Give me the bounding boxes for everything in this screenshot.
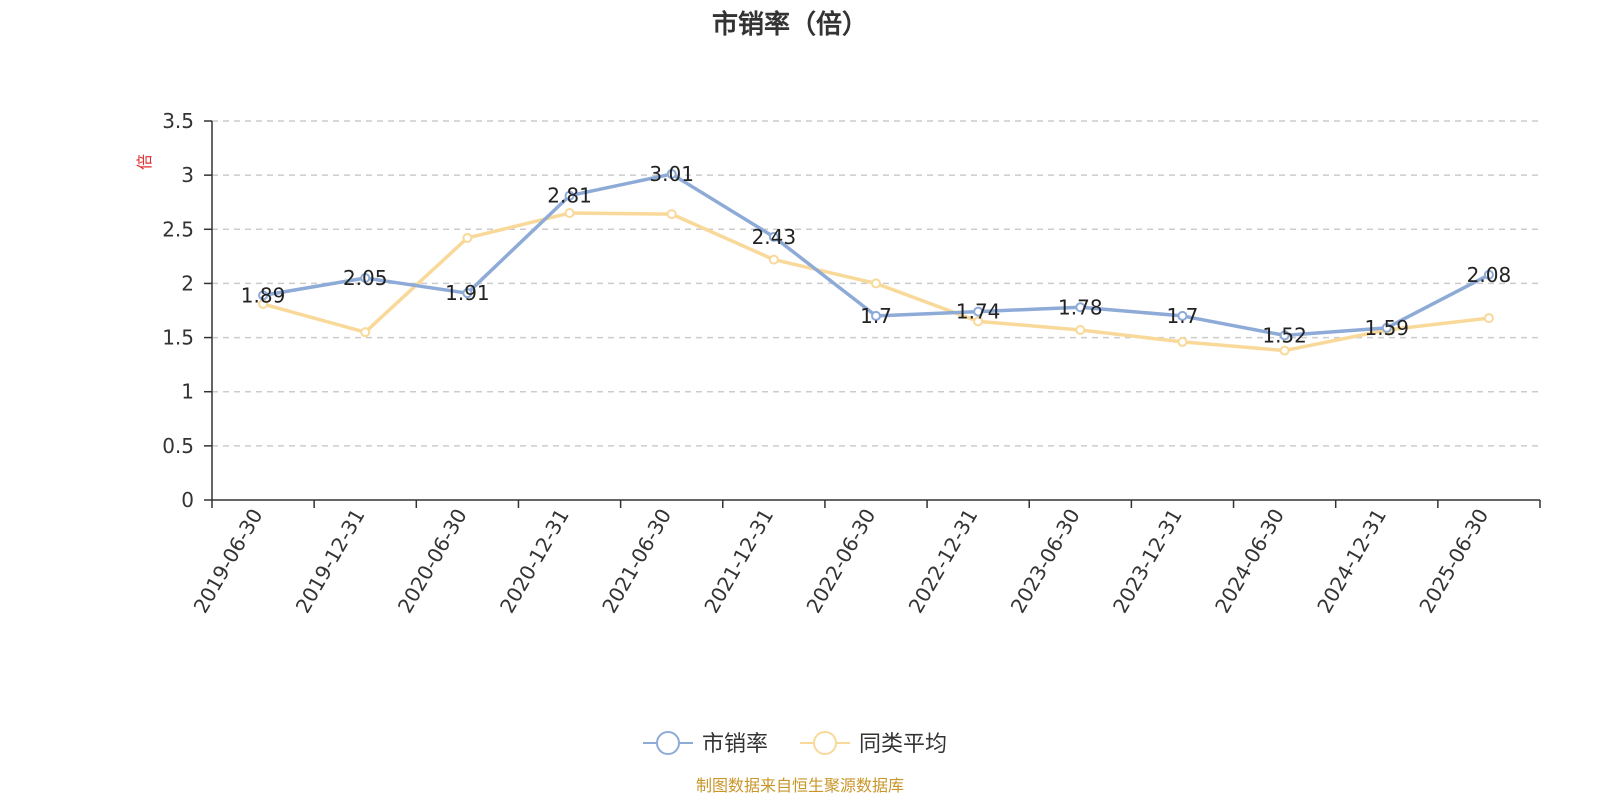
data-point[interactable] bbox=[768, 254, 779, 265]
legend-label: 同类平均 bbox=[859, 732, 947, 757]
data-point[interactable] bbox=[1177, 336, 1188, 347]
legend-marker bbox=[813, 731, 837, 755]
x-tick-label: 2024-12-31 bbox=[1312, 505, 1391, 618]
legend-item-peer-average[interactable]: 同类平均 bbox=[800, 731, 947, 757]
data-point[interactable] bbox=[666, 169, 677, 180]
chart-title: 市销率（倍） bbox=[712, 9, 868, 40]
y-tick-label: 2.5 bbox=[162, 217, 194, 241]
data-label: 1.74 bbox=[956, 300, 1001, 324]
data-point[interactable] bbox=[666, 209, 677, 220]
data-labels: 1.89 2.05 1.91 2.81 3.01 2.43 1.7 1.74 1.78 1.7 1.… bbox=[241, 162, 1511, 347]
data-point[interactable] bbox=[258, 290, 269, 301]
data-point[interactable] bbox=[1381, 322, 1392, 333]
legend-item-ps-ratio[interactable]: 市销率 bbox=[643, 731, 768, 757]
x-tick-label: 2020-12-31 bbox=[495, 505, 574, 618]
data-point[interactable] bbox=[768, 231, 779, 242]
data-point[interactable] bbox=[973, 306, 984, 317]
data-point[interactable] bbox=[1279, 330, 1290, 341]
x-tick-label: 2020-06-30 bbox=[393, 505, 472, 618]
data-label: 1.7 bbox=[1167, 304, 1199, 328]
data-point[interactable] bbox=[1279, 345, 1290, 356]
y-tick-label: 2 bbox=[181, 271, 194, 295]
series-layer bbox=[258, 169, 1494, 356]
x-tick-label: 2024-06-30 bbox=[1210, 505, 1289, 618]
data-point[interactable] bbox=[871, 278, 881, 289]
data-point[interactable] bbox=[1177, 310, 1188, 321]
data-label: 1.91 bbox=[445, 281, 490, 305]
source-note: 制图数据来自恒生聚源数据库 bbox=[696, 776, 904, 795]
data-point[interactable] bbox=[973, 316, 984, 327]
y-tick-label: 3 bbox=[181, 163, 194, 187]
x-tick-label: 2019-06-30 bbox=[189, 505, 268, 618]
data-label: 1.7 bbox=[860, 304, 892, 328]
data-point[interactable] bbox=[462, 288, 473, 299]
data-label: 1.78 bbox=[1058, 295, 1103, 319]
legend-label: 市销率 bbox=[702, 732, 768, 757]
y-tick-label: 3.5 bbox=[162, 109, 194, 133]
x-tick-label: 2025-06-30 bbox=[1414, 505, 1493, 618]
data-label: 1.59 bbox=[1365, 316, 1410, 340]
x-tick-label: 2021-06-30 bbox=[597, 505, 676, 618]
data-label: 2.43 bbox=[752, 225, 797, 249]
y-tick-label: 1.5 bbox=[162, 326, 194, 350]
data-point[interactable] bbox=[1483, 269, 1494, 280]
x-tick-label: 2021-12-31 bbox=[699, 505, 778, 618]
data-label: 3.01 bbox=[649, 162, 694, 186]
data-point[interactable] bbox=[462, 232, 473, 243]
y-tick-label: 0 bbox=[181, 488, 194, 512]
data-point[interactable] bbox=[1075, 302, 1086, 313]
x-tick-label: 2022-12-31 bbox=[904, 504, 983, 617]
data-label: 2.08 bbox=[1467, 263, 1512, 287]
y-axis-unit-label: 倍 bbox=[135, 154, 154, 170]
legend[interactable]: 市销率 同类平均 bbox=[643, 731, 947, 757]
y-tick-label: 0.5 bbox=[162, 434, 194, 458]
x-tick-label: 2023-12-31 bbox=[1108, 505, 1187, 618]
data-label: 1.89 bbox=[241, 283, 286, 307]
data-point[interactable] bbox=[360, 273, 371, 284]
data-point[interactable] bbox=[564, 190, 575, 201]
data-point[interactable] bbox=[871, 310, 881, 321]
data-point[interactable] bbox=[360, 327, 371, 338]
legend-marker bbox=[656, 731, 680, 755]
data-label: 2.81 bbox=[547, 184, 592, 208]
data-label: 2.05 bbox=[343, 266, 388, 290]
x-tick-label: 2019-12-31 bbox=[291, 505, 370, 618]
x-tick-label: 2022-06-30 bbox=[801, 505, 880, 618]
y-tick-label: 1 bbox=[181, 380, 194, 404]
data-point[interactable] bbox=[1483, 313, 1494, 324]
data-point[interactable] bbox=[564, 208, 575, 219]
data-label: 1.52 bbox=[1262, 323, 1307, 347]
data-point[interactable] bbox=[1075, 324, 1086, 335]
x-tick-label: 2023-06-30 bbox=[1006, 505, 1085, 618]
